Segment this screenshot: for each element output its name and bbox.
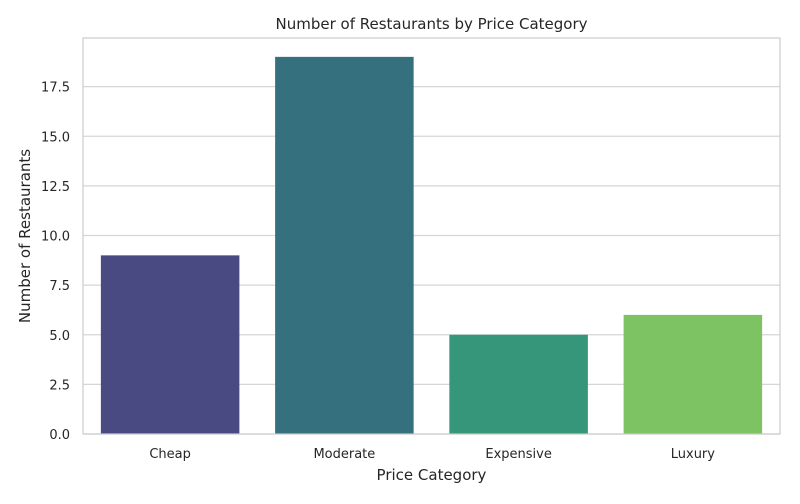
y-tick-label: 15.0	[41, 130, 70, 145]
y-tick-label: 12.5	[41, 180, 70, 195]
y-tick-label: 7.5	[49, 279, 70, 294]
bar-moderate	[275, 56, 414, 434]
x-tick-label-luxury: Luxury	[671, 447, 716, 462]
bar-expensive	[449, 334, 588, 434]
y-tick-label: 10.0	[41, 230, 70, 245]
y-tick-label: 5.0	[49, 329, 70, 344]
plot-frame	[82, 37, 781, 435]
bar-cheap	[100, 255, 240, 434]
x-axis-label: Price Category	[377, 466, 487, 484]
x-tick-label-cheap: Cheap	[149, 447, 191, 462]
y-tick-label: 0.0	[49, 428, 70, 443]
y-tick-label: 2.5	[49, 378, 70, 393]
y-tick-labels: 0.0 2.5 5.0 7.5 10.0 12.5 15.0 17.5	[41, 81, 70, 443]
bars-layer	[100, 56, 763, 434]
x-tick-labels: Cheap Moderate Expensive Luxury	[149, 447, 715, 462]
x-tick-label-moderate: Moderate	[313, 447, 375, 462]
y-tick-label: 17.5	[41, 81, 70, 96]
y-axis-label: Number of Restaurants	[16, 149, 34, 323]
bar-luxury	[623, 314, 763, 434]
chart-title: Number of Restaurants by Price Category	[276, 15, 588, 33]
x-tick-label-expensive: Expensive	[485, 447, 551, 462]
